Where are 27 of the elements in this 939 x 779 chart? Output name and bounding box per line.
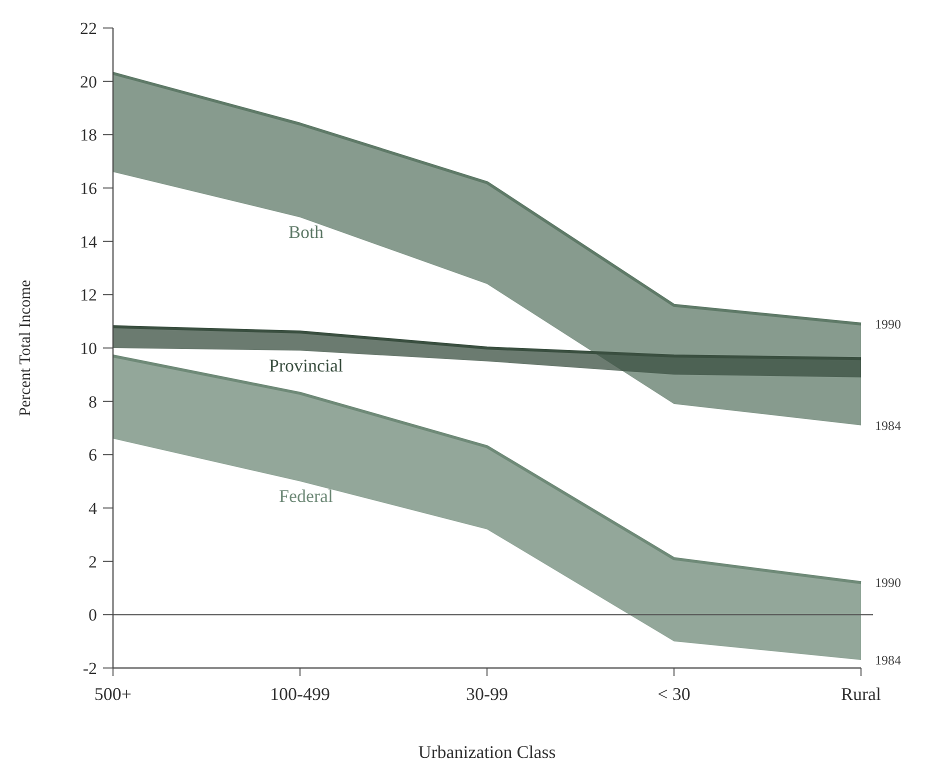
x-tick-label: 100-499: [270, 684, 330, 704]
x-tick-label: < 30: [658, 684, 690, 704]
y-tick-label: 20: [80, 72, 97, 92]
y-tick-label: 14: [80, 232, 98, 252]
y-tick-label: 12: [80, 286, 97, 305]
y-tick-label: 2: [88, 552, 97, 572]
x-tick-label: Rural: [841, 684, 881, 704]
x-tick-label: 30-99: [466, 684, 508, 704]
y-tick-label: 16: [80, 178, 97, 198]
annotation: 1990: [875, 575, 901, 590]
series-label: Provincial: [269, 355, 343, 376]
y-tick-label: 10: [80, 338, 97, 358]
x-axis-title: Urbanization Class: [418, 742, 556, 762]
annotation: 1984: [875, 418, 902, 433]
text: Federal: [279, 486, 333, 506]
y-tick-label: 4: [88, 498, 98, 518]
y-tick-label: 0: [88, 606, 97, 625]
y-tick-label: 8: [88, 392, 97, 412]
y-tick-label: 18: [80, 126, 97, 145]
y-axis-title: Percent Total Income: [17, 280, 34, 416]
y-tick-label: 6: [88, 446, 97, 465]
annotation: 1984: [875, 652, 902, 668]
y-tick-label: -2: [82, 658, 97, 678]
annotation: 1990: [875, 316, 901, 332]
x-tick-label: 500+: [94, 684, 132, 704]
y-tick-label: 22: [80, 18, 97, 38]
text: Both: [288, 222, 324, 242]
